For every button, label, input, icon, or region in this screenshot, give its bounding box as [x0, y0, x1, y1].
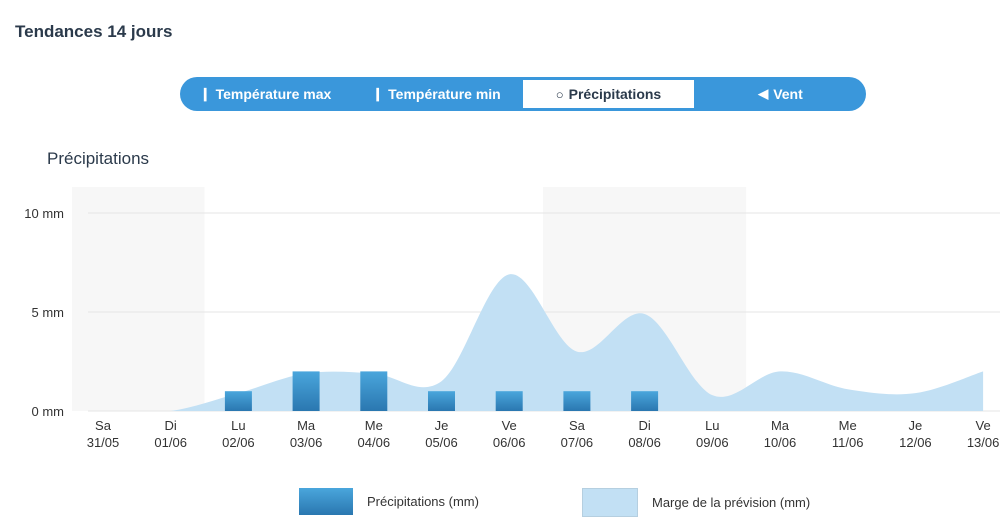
x-tick-date: 08/06: [628, 435, 661, 450]
legend-item-precipitation[interactable]: Précipitations (mm): [299, 488, 479, 515]
x-tick-day: Lu: [705, 418, 719, 433]
legend-swatch: [582, 488, 638, 517]
legend-item-forecast-margin[interactable]: Marge de la prévision (mm): [582, 488, 810, 517]
precipitation-bar: [631, 391, 659, 411]
page-title: Tendances 14 jours: [15, 22, 173, 41]
x-tick-day: Sa: [95, 418, 112, 433]
x-tick-day: Ve: [502, 418, 517, 433]
forecast-margin-area: [103, 274, 984, 411]
legend-label: Marge de la prévision (mm): [652, 495, 811, 510]
precipitation-bar: [563, 391, 591, 411]
x-tick-date: 02/06: [222, 435, 255, 450]
x-tick-date: 04/06: [358, 435, 391, 450]
tab-label: Température min: [388, 86, 501, 102]
droplet-icon: ○: [555, 86, 564, 102]
legend-swatch: [299, 488, 353, 515]
x-tick-date: 10/06: [764, 435, 797, 450]
thermometer-icon: ❙: [372, 86, 384, 101]
tab-température-min[interactable]: ❙ Température min: [351, 77, 522, 111]
thermometer-icon: ❙: [199, 86, 211, 101]
x-tick-date: 09/06: [696, 435, 729, 450]
weekend-band: [72, 187, 205, 411]
x-tick-day: Je: [909, 418, 923, 433]
legend: Précipitations (mm) Marge de la prévisio…: [0, 488, 1000, 518]
x-tick-date: 12/06: [899, 435, 932, 450]
precipitation-bar: [360, 371, 388, 411]
x-tick-date: 13/06: [967, 435, 1000, 450]
precipitation-bar: [292, 371, 320, 411]
x-tick-day: Me: [839, 418, 857, 433]
x-tick-day: Me: [365, 418, 383, 433]
tab-label: Précipitations: [568, 86, 662, 102]
x-tick-date: 01/06: [154, 435, 187, 450]
precipitation-bar: [495, 391, 523, 411]
x-tick-date: 03/06: [290, 435, 323, 450]
legend-label: Précipitations (mm): [367, 494, 479, 509]
x-tick-day: Lu: [231, 418, 245, 433]
y-tick-label: 5 mm: [32, 305, 65, 320]
x-tick-day: Je: [435, 418, 449, 433]
x-tick-day: Di: [165, 418, 177, 433]
x-tick-day: Di: [638, 418, 650, 433]
chart-title: Précipitations: [47, 149, 150, 168]
tab-précipitations[interactable]: ○ Précipitations: [522, 79, 695, 109]
y-tick-label: 10 mm: [24, 206, 64, 221]
tab-vent[interactable]: ◀ Vent: [695, 77, 866, 111]
metric-tabs: ❙ Température max ❙ Température min ○ Précipi…: [180, 77, 866, 111]
x-tick-date: 11/06: [832, 435, 864, 450]
precipitation-bar: [428, 391, 455, 411]
x-tick-date: 06/06: [493, 435, 526, 450]
y-tick-label: 0 mm: [32, 404, 65, 419]
x-tick-day: Ma: [771, 418, 790, 433]
x-tick-day: Ve: [976, 418, 991, 433]
wind-arrow-icon: ◀: [758, 86, 769, 101]
x-tick-date: 05/06: [425, 435, 458, 450]
x-tick-day: Sa: [569, 418, 586, 433]
precipitation-bar: [224, 391, 252, 411]
tab-label: Vent: [773, 86, 803, 102]
x-tick-date: 07/06: [561, 435, 594, 450]
x-tick-day: Ma: [297, 418, 316, 433]
x-tick-date: 31/05: [87, 435, 120, 450]
tab-label: Température max: [215, 86, 332, 102]
tab-température-max[interactable]: ❙ Température max: [180, 77, 351, 111]
